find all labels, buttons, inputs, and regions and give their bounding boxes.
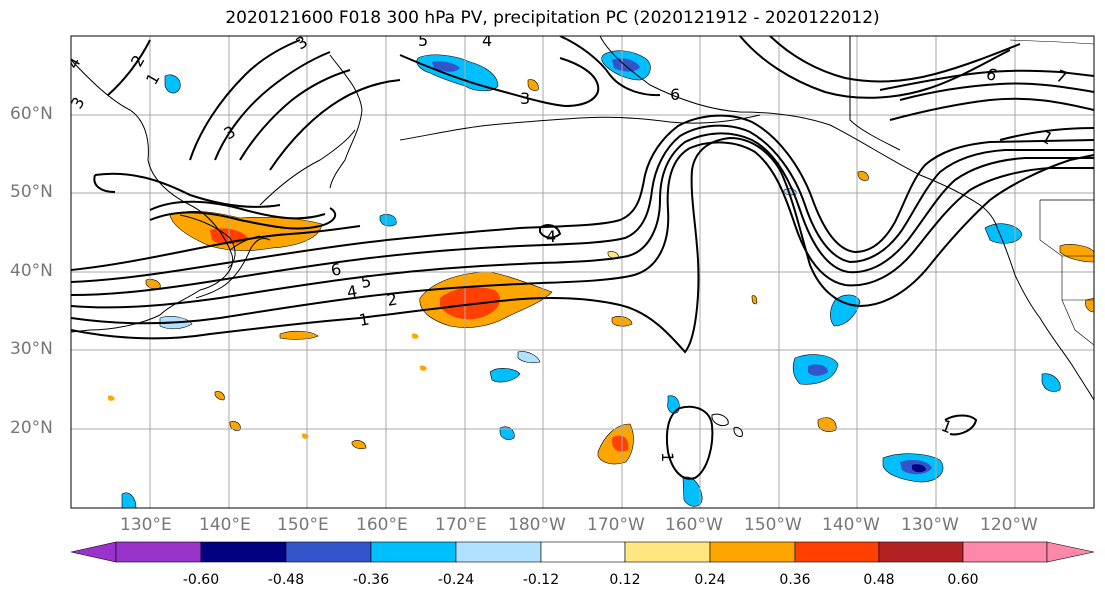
lon-label: 160°W xyxy=(665,515,723,535)
colorbar-bin xyxy=(709,541,796,563)
colorbar-label: 0.24 xyxy=(694,572,726,588)
colorbar-label: -0.36 xyxy=(352,572,390,588)
pv-contours xyxy=(71,36,1094,480)
colorbar-bin xyxy=(624,541,711,563)
colorbar-extend-min xyxy=(70,541,117,563)
colorbar-bin xyxy=(794,541,880,563)
lat-label-50n: 50°N xyxy=(10,182,53,202)
lat-label-60n: 60°N xyxy=(10,104,53,124)
precip-negative-areas xyxy=(121,50,1061,508)
lon-label: 170°E xyxy=(435,515,487,535)
contour-label: 6 xyxy=(329,259,342,279)
colorbar-extend-max xyxy=(1046,541,1095,563)
contour-label: 1 xyxy=(658,452,677,462)
colorbar-label: -0.24 xyxy=(437,572,475,588)
colorbar-bin xyxy=(455,541,542,563)
contour-label: 4 xyxy=(546,227,556,246)
lon-label: 160°E xyxy=(356,515,408,535)
colorbar-bin xyxy=(285,541,372,563)
contour-label: 2 xyxy=(385,289,398,309)
contour-label: 4 xyxy=(482,31,492,50)
colorbar-label: 0.36 xyxy=(779,572,811,588)
colorbar-label: -0.48 xyxy=(267,572,305,588)
lon-label: 150°W xyxy=(744,515,802,535)
precip-positive-areas xyxy=(108,79,1094,465)
contour-label: 4 xyxy=(345,281,358,301)
colorbar-bin xyxy=(370,541,457,563)
colorbar-label: 0.60 xyxy=(947,572,979,588)
colorbar-bin xyxy=(962,541,1048,563)
coastlines xyxy=(71,36,1094,437)
lon-label: 150°E xyxy=(277,515,329,535)
lon-label: 130°E xyxy=(120,515,172,535)
contour-label: 1 xyxy=(357,309,370,329)
chart-title: 2020121600 F018 300 hPa PV, precipitatio… xyxy=(225,8,880,28)
lon-label: 140°W xyxy=(822,515,880,535)
map-frame xyxy=(70,35,1095,509)
lon-label: 120°W xyxy=(980,515,1038,535)
contour-label: 5 xyxy=(418,31,428,50)
colorbar xyxy=(70,541,1095,563)
lat-label-30n: 30°N xyxy=(10,339,53,359)
contour-label: 3 xyxy=(520,89,530,108)
lon-label: 170°W xyxy=(587,515,645,535)
lon-label: 130°W xyxy=(901,515,959,535)
colorbar-label: 0.12 xyxy=(609,572,641,588)
lon-label: 180°W xyxy=(508,515,566,535)
colorbar-label: -0.12 xyxy=(522,572,560,588)
colorbar-bin xyxy=(878,541,964,563)
colorbar-bin xyxy=(200,541,287,563)
colorbar-label: 0.48 xyxy=(863,572,895,588)
colorbar-bin xyxy=(115,541,202,563)
contour-label: 5 xyxy=(359,271,372,291)
lon-label: 140°E xyxy=(199,515,251,535)
lat-label-40n: 40°N xyxy=(10,261,53,281)
contour-label: 6 xyxy=(670,85,680,104)
colorbar-bin xyxy=(540,541,626,563)
lat-label-20n: 20°N xyxy=(10,418,53,438)
colorbar-label: -0.60 xyxy=(182,572,220,588)
